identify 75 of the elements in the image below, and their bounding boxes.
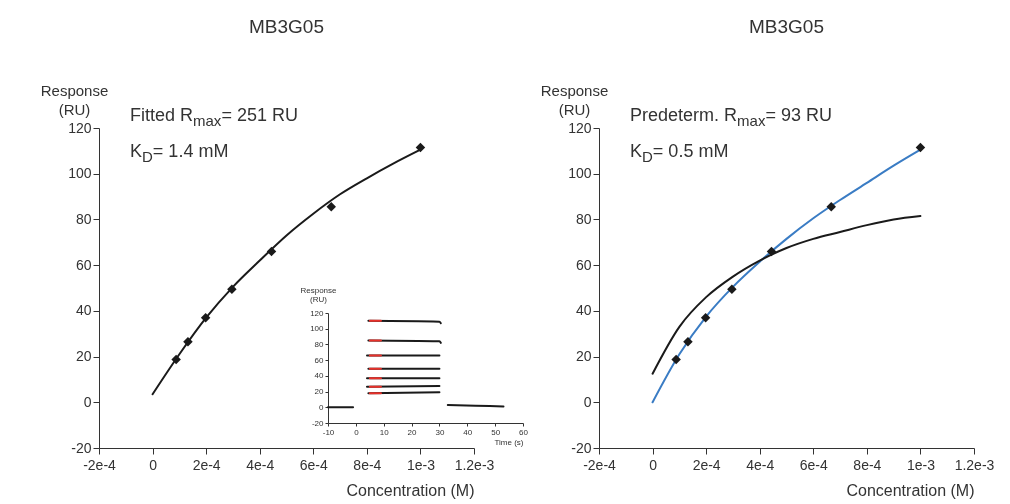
- point: [766, 246, 777, 257]
- x-tick-label: 1e-3: [906, 456, 936, 473]
- x-tick-label: 8e-4: [853, 456, 882, 473]
- x-tick-label: 0: [149, 456, 158, 473]
- point: [700, 312, 711, 323]
- y-tick-label: 20: [314, 387, 325, 397]
- y-tick-label: 80: [75, 210, 92, 227]
- x-tick-label: 0: [354, 427, 360, 437]
- x-tick-label: -10: [322, 427, 335, 437]
- point: [915, 142, 926, 153]
- point: [826, 202, 836, 212]
- x-tick-label: 1.2e-3: [454, 456, 495, 473]
- y-tick-label: -20: [571, 439, 592, 456]
- y-axis-title: Response (RU): [540, 81, 609, 118]
- x-tick-label: 2e-4: [692, 456, 721, 473]
- x-tick-label: 6e-4: [299, 456, 328, 473]
- y-tick-label: 20: [575, 348, 592, 365]
- y-tick-label: 80: [575, 210, 592, 227]
- y-axis-title: Response (RU): [40, 81, 109, 118]
- y-tick-label: 120: [68, 119, 92, 136]
- y-tick-label: 120: [310, 308, 325, 318]
- chart-title: MB3G05: [749, 16, 824, 37]
- x-tick-label: -2e-4: [83, 456, 117, 473]
- x-tick-label: 10: [379, 427, 390, 437]
- y-tick-label: 0: [583, 393, 592, 410]
- y-tick-label: 100: [310, 324, 325, 334]
- y-tick-label: 40: [314, 371, 325, 381]
- x-tick-label: 1.2e-3: [954, 456, 995, 473]
- x-tick-label: 4e-4: [746, 456, 775, 473]
- x-tick-label: 60: [519, 427, 529, 437]
- line-series: [651, 215, 922, 375]
- point: [727, 284, 737, 294]
- y-tick-label: 100: [568, 165, 592, 182]
- point: [671, 354, 681, 365]
- annotation: Predeterm. R$_{max}$= 93 RU: [630, 104, 832, 131]
- y-tick-label: 100: [68, 165, 92, 182]
- x-tick-label: 2e-4: [192, 456, 221, 473]
- y-tick-label: 40: [575, 302, 592, 319]
- x-tick-label: 40: [463, 427, 473, 437]
- point: [266, 246, 277, 257]
- chart-title: MB3G05: [249, 16, 324, 37]
- annotation: K$_{D}$= 1.4 mM: [130, 139, 230, 167]
- x-tick-label: 30: [435, 427, 445, 437]
- x-tick-label: 6e-4: [799, 456, 828, 473]
- x-axis-title: Concentration (M): [346, 481, 475, 499]
- y-tick-label: 120: [568, 119, 592, 136]
- x-axis-title: Concentration (M): [846, 481, 975, 499]
- y-tick-label: -20: [311, 418, 325, 428]
- y-tick-label: 0: [83, 393, 92, 410]
- x-tick-label: 20: [407, 427, 418, 437]
- point: [183, 336, 193, 347]
- point: [200, 312, 211, 323]
- x-tick-label: 50: [491, 427, 501, 437]
- point: [227, 284, 237, 294]
- annotation: K$_{D}$= 0.5 mM: [630, 139, 730, 167]
- y-tick-label: 40: [75, 302, 92, 319]
- x-tick-label: 4e-4: [246, 456, 275, 473]
- y-tick-label: 80: [314, 339, 325, 349]
- y-tick-label: 20: [75, 348, 92, 365]
- point: [683, 336, 693, 347]
- y-tick-label: -20: [71, 439, 92, 456]
- annotation: Fitted R$_{max}$= 251 RU: [130, 104, 298, 131]
- x-tick-label: 0: [649, 456, 658, 473]
- y-tick-label: 60: [75, 256, 92, 273]
- x-tick-label: 1e-3: [406, 456, 436, 473]
- x-axis-title: Time (s): [494, 437, 524, 447]
- y-tick-label: 60: [575, 256, 592, 273]
- point: [415, 142, 426, 153]
- point: [171, 354, 181, 365]
- y-tick-label: 0: [319, 402, 325, 412]
- x-tick-label: -2e-4: [583, 456, 617, 473]
- y-axis-title: Response (RU): [300, 285, 338, 304]
- y-tick-label: 60: [314, 355, 325, 365]
- x-tick-label: 8e-4: [353, 456, 382, 473]
- point: [326, 202, 336, 212]
